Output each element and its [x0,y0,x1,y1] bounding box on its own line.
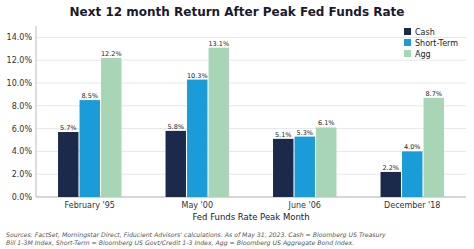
x-tick-label: February '95 [65,201,115,210]
y-tick-label: 0.0% [12,193,33,202]
data-label: 5.7% [60,124,77,132]
x-tick-label: June '06 [288,201,321,210]
legend-label: Agg [415,50,431,59]
bar [80,100,100,197]
bar [166,131,186,197]
bar [101,58,121,197]
data-label: 12.2% [101,50,122,58]
grid-line [36,151,466,152]
bars [58,48,444,197]
bar [58,132,78,197]
chart: Next 12 month Return After Peak Fed Fund… [0,0,474,249]
grid-line [36,37,466,38]
data-label: 6.1% [318,119,335,127]
data-label: 4.0% [404,143,421,151]
y-tick-label: 2.0% [12,170,33,179]
data-label: 8.5% [81,92,98,100]
legend-swatch [404,50,411,57]
footnote-line: Bill 1-3M Index, Short-Term = Bloomberg … [6,239,354,247]
grid-line [36,197,466,198]
footnote: Sources: FactSet, Morningstar Direct, Fi… [6,231,386,247]
data-label: 5.1% [275,131,292,139]
data-label: 2.2% [382,164,399,172]
bar [273,139,293,197]
y-axis-line [36,26,37,197]
background [0,0,474,249]
x-tick-label: May '00 [182,201,213,210]
title: Next 12 month Return After Peak Fed Fund… [70,5,405,19]
y-tick-label: 14.0% [7,33,33,42]
bar [209,48,229,197]
y-tick-label: 12.0% [7,56,33,65]
bar [381,172,401,197]
legend: Cash Short-Term Agg [404,28,458,59]
grid-line [36,174,466,175]
legend-swatch [404,39,411,46]
grid-line [36,60,466,61]
bar [316,127,336,197]
data-label: 13.1% [208,40,229,48]
y-tick-label: 6.0% [12,125,33,134]
footnote-line: Sources: FactSet, Morningstar Direct, Fi… [6,231,386,239]
grid-line [36,128,466,129]
x-axis-label: Fed Funds Rate Peak Month [192,212,309,222]
y-tick-label: 8.0% [12,102,33,111]
data-label: 8.7% [425,90,442,98]
data-label: 10.3% [187,72,208,80]
x-tick-label: December '18 [384,201,440,210]
data-labels: 5.7% 5.8% 5.1% 2.2% 8.5% 10.3% 5.3% 4.0% 12.2% 13… [60,40,442,172]
bar [187,80,207,197]
bar [402,151,422,197]
legend-swatch [404,28,411,35]
y-tick-label: 4.0% [12,147,33,156]
grid-line [36,83,466,84]
grid-line [36,105,466,106]
data-label: 5.8% [167,123,184,131]
data-label: 5.3% [296,129,313,137]
bar [295,137,315,197]
legend-label: Short-Term [415,39,458,48]
x-axis-line [36,197,466,198]
y-tick-label: 10.0% [7,79,33,88]
bar [424,98,444,197]
legend-label: Cash [415,28,435,37]
